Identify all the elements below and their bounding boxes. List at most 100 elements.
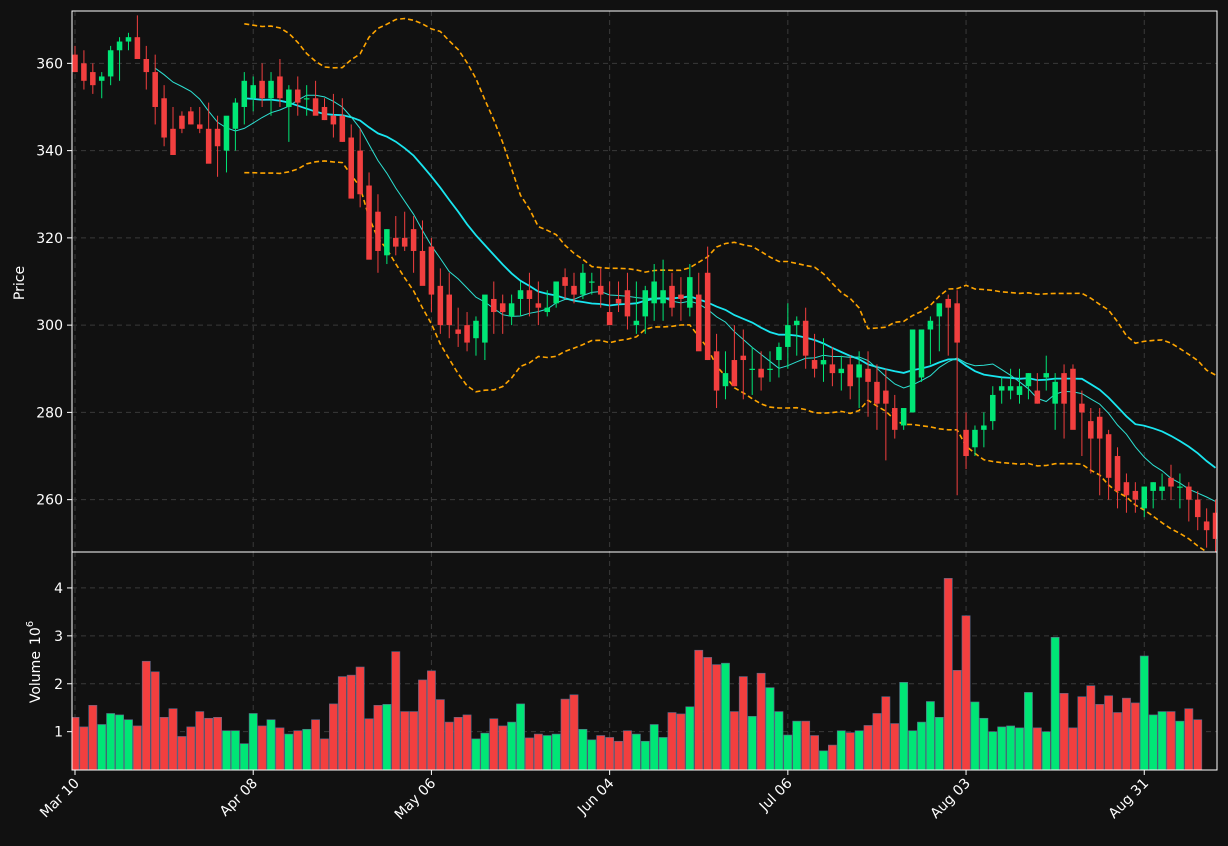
volume-bar <box>614 740 623 770</box>
volume-bar <box>115 714 124 770</box>
volume-bar <box>302 728 312 770</box>
volume-bar <box>1024 692 1033 770</box>
volume-bar <box>623 730 632 770</box>
candle-body <box>785 325 791 347</box>
volume-bar <box>676 713 686 770</box>
volume-bar <box>631 733 641 770</box>
volume-bars <box>72 578 1203 770</box>
candle-body <box>651 281 657 304</box>
candle-body <box>624 290 631 317</box>
candle-body <box>820 360 827 365</box>
candle-body <box>927 320 934 330</box>
volume-bar <box>961 615 971 770</box>
volume-bar <box>783 734 793 770</box>
volume-bar <box>337 676 347 770</box>
bollinger-lower-line <box>244 160 1208 552</box>
volume-bar <box>471 738 481 770</box>
volume-bar <box>596 735 606 770</box>
candle-body <box>482 294 488 343</box>
price-tick-label: 300 <box>36 318 63 334</box>
candle-body <box>1168 477 1174 487</box>
volume-bar <box>819 750 828 770</box>
volume-bar <box>667 712 677 770</box>
candle-body <box>419 250 426 286</box>
candle-body <box>375 211 381 251</box>
price-tick-label: 360 <box>36 56 63 72</box>
candle-body <box>571 285 577 295</box>
candle-body <box>740 355 747 361</box>
candle-body <box>936 303 943 317</box>
volume-bar <box>427 670 436 770</box>
candle-body <box>731 360 738 387</box>
candle-body <box>713 351 720 391</box>
candle-body <box>277 76 283 99</box>
candle-body <box>562 277 568 286</box>
volume-bar <box>801 720 811 770</box>
volume-bar <box>551 733 561 770</box>
candle-body <box>152 72 158 107</box>
candle-body <box>749 368 755 370</box>
candle-body <box>615 298 622 304</box>
volume-bar <box>899 682 909 770</box>
volume-bar <box>453 716 463 770</box>
candle-body <box>1123 482 1130 496</box>
candle-body <box>437 285 444 326</box>
candle-body <box>847 364 853 387</box>
volume-bar <box>685 706 695 770</box>
volume-axis-unit-exponent: 6 <box>25 621 36 627</box>
volume-bar <box>1077 696 1087 770</box>
volume-bar <box>1095 704 1105 770</box>
volume-bar <box>1032 727 1042 770</box>
candle-body <box>446 294 453 326</box>
volume-bar <box>355 666 365 770</box>
volume-bar <box>435 699 445 770</box>
volume-bar <box>124 719 133 770</box>
volume-bar <box>1130 702 1140 770</box>
candle-body <box>517 290 524 299</box>
volume-bar <box>694 649 704 770</box>
volume-bar <box>756 672 766 770</box>
volume-bar <box>88 705 98 770</box>
volume-bar <box>79 726 89 770</box>
candle-body <box>597 285 604 295</box>
candle-body <box>232 102 239 129</box>
volume-bar <box>569 694 579 770</box>
volume-bar <box>729 711 739 770</box>
candle-body <box>401 237 408 247</box>
volume-bar <box>507 721 517 770</box>
volume-bar <box>836 730 846 770</box>
candle-body <box>963 429 969 457</box>
candle-body <box>687 277 693 308</box>
candle-body <box>205 128 212 164</box>
candle-body <box>348 137 354 199</box>
volume-bar <box>979 717 989 770</box>
volume-bar <box>382 704 392 770</box>
candle-body <box>589 281 595 283</box>
volume-bar <box>1086 685 1096 770</box>
volume-bar <box>542 735 552 770</box>
candle-body <box>1212 512 1217 539</box>
volume-bar <box>765 687 775 770</box>
candle-body <box>606 312 613 326</box>
volume-bar <box>997 726 1007 770</box>
candle-body <box>1194 499 1201 518</box>
candle-body <box>900 408 907 426</box>
volume-panel-frame <box>71 551 1218 771</box>
candle-body <box>892 408 898 430</box>
volume-bar <box>1050 636 1060 770</box>
volume-bar <box>881 696 891 770</box>
volume-bar <box>738 676 748 770</box>
volume-bar <box>329 703 338 770</box>
volume-bar <box>649 724 659 770</box>
volume-bar <box>908 730 917 770</box>
candle-body <box>125 37 132 42</box>
candle-body <box>179 115 185 129</box>
candle-body <box>1043 373 1050 378</box>
price-tick-label: 340 <box>36 144 63 160</box>
volume-bar <box>444 721 454 770</box>
volume-bar <box>498 725 508 770</box>
volume-bar <box>97 724 107 770</box>
volume-bar <box>248 713 258 770</box>
candle-body <box>722 373 729 387</box>
candle-body <box>704 272 711 361</box>
